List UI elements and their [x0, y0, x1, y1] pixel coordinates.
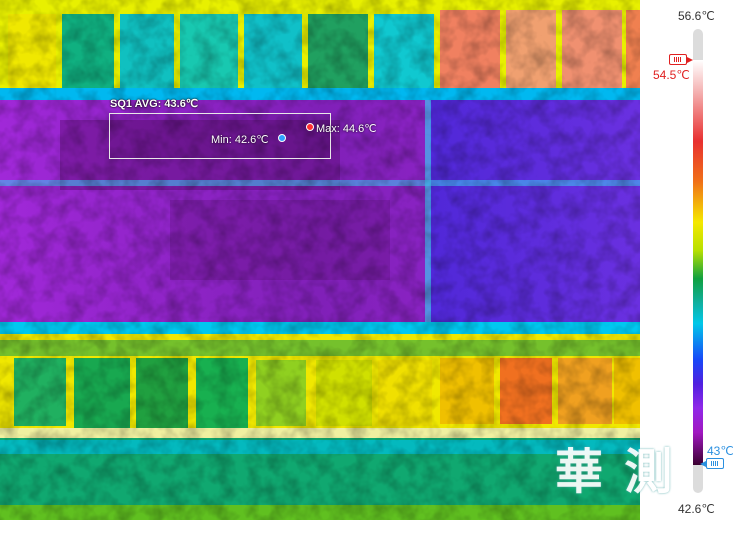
roi-rectangle[interactable]	[109, 113, 331, 159]
slider-handle-icon	[711, 461, 719, 466]
upper-threshold-label: 54.5℃	[653, 68, 690, 82]
max-point-marker	[306, 123, 314, 131]
lower-threshold-label: 43℃	[707, 444, 733, 458]
min-point-marker	[278, 134, 286, 142]
roi-min-label: Min: 42.6℃	[211, 134, 269, 146]
upper-threshold-handle[interactable]	[669, 54, 693, 65]
lower-threshold-handle[interactable]	[700, 458, 724, 469]
roi-max-label: Max: 44.6℃	[316, 123, 377, 135]
scale-max-label: 56.6℃	[678, 9, 715, 23]
thermal-image[interactable]	[0, 0, 640, 520]
color-scale-bar[interactable]	[693, 60, 703, 465]
watermark-text: 華 測	[555, 446, 677, 499]
roi-avg-label: SQ1 AVG: 43.6℃	[110, 98, 199, 110]
scale-min-label: 42.6℃	[678, 502, 715, 516]
slider-handle-icon	[674, 57, 682, 62]
